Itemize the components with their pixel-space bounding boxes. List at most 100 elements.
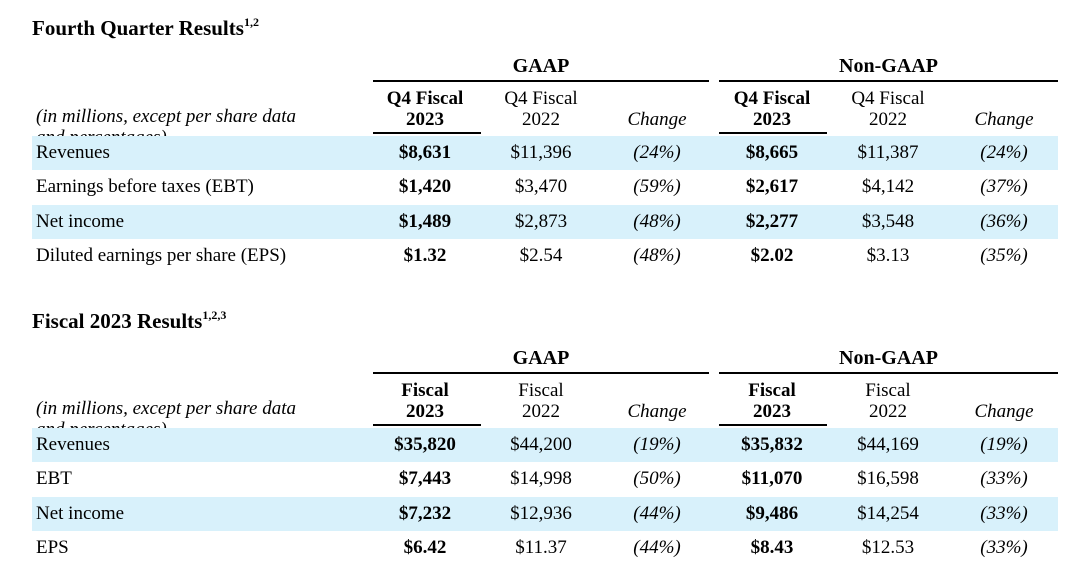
table-cell: $7,443 <box>398 468 452 489</box>
row-label: Revenues <box>36 142 110 163</box>
column-header-4-line-2: 2023 <box>753 401 791 422</box>
fy-section-title: Fiscal 2023 Results1,2,3 <box>32 309 226 333</box>
table-row <box>32 205 1058 239</box>
column-header-5-line-2: 2022 <box>869 109 907 130</box>
column-header-4-line-2: 2023 <box>753 109 791 130</box>
table-row <box>32 497 1058 531</box>
row-label: EBT <box>36 468 72 489</box>
non-gaap-group-rule <box>719 80 1058 82</box>
table-cell: $44,169 <box>857 434 919 455</box>
column-header-2-line-2: 2022 <box>522 401 560 422</box>
row-label: Diluted earnings per share (EPS) <box>36 245 287 266</box>
table-cell: (33%) <box>980 537 1028 558</box>
column-header-4: Q4 Fiscal 2023 <box>716 88 828 130</box>
table-cell: (50%) <box>633 468 681 489</box>
column-header-5: Q4 Fiscal 2022 <box>832 88 944 130</box>
column-header-4-line-1: Q4 Fiscal <box>733 88 811 109</box>
gaap-group-rule <box>373 372 709 374</box>
gaap-current-year-rule <box>373 132 481 134</box>
table-cell: $4,142 <box>861 176 915 197</box>
table-cell: (24%) <box>980 142 1028 163</box>
non-gaap-group-rule <box>719 372 1058 374</box>
table-cell: $12,936 <box>510 503 572 524</box>
row-label: Net income <box>36 503 125 524</box>
table-cell: (36%) <box>980 211 1028 232</box>
q4-results-table: GAAP Non-GAAP (in millions, except per sha… <box>32 55 1058 285</box>
fy-results-table: GAAP Non-GAAP (in millions, except per sha… <box>32 347 1058 577</box>
table-cell: $11.37 <box>515 537 567 558</box>
table-cell: $2.54 <box>519 245 563 266</box>
table-cell: $14,254 <box>857 503 919 524</box>
column-header-5-line-1: Fiscal <box>865 380 911 401</box>
column-header-1-line-2: 2023 <box>406 109 444 130</box>
table-cell: $11,396 <box>510 142 572 163</box>
table-cell: $1,489 <box>398 211 452 232</box>
table-cell: (37%) <box>980 176 1028 197</box>
table-cell: $7,232 <box>398 503 452 524</box>
table-cell: (33%) <box>980 503 1028 524</box>
column-header-1: Fiscal 2023 <box>369 380 481 422</box>
fy-title-footnote: 1,2,3 <box>202 308 227 322</box>
table-cell: $9,486 <box>745 503 799 524</box>
table-cell: $1.32 <box>403 245 447 266</box>
table-cell: (48%) <box>633 245 681 266</box>
table-cell: (24%) <box>633 142 681 163</box>
table-cell: $35,820 <box>394 434 456 455</box>
table-cell: $2.02 <box>750 245 794 266</box>
table-cell: $11,387 <box>857 142 919 163</box>
row-label: Net income <box>36 211 125 232</box>
table-cell: $2,873 <box>514 211 568 232</box>
table-cell: $11,070 <box>741 468 803 489</box>
table-cell: $44,200 <box>510 434 572 455</box>
column-header-1-line-1: Q4 Fiscal <box>386 88 464 109</box>
column-header-2-line-1: Fiscal <box>518 380 564 401</box>
units-note-line-1: (in millions, except per share data <box>36 106 296 127</box>
table-cell: $8.43 <box>750 537 794 558</box>
gaap-group-header: GAAP <box>512 55 570 77</box>
q4-title-footnote: 1,2 <box>243 15 259 29</box>
table-cell: $3,548 <box>861 211 915 232</box>
row-label: Earnings before taxes (EBT) <box>36 176 254 197</box>
non-gaap-group-header: Non-GAAP <box>839 55 938 77</box>
table-cell: (48%) <box>633 211 681 232</box>
non-gaap-current-year-rule <box>719 424 827 426</box>
table-cell: $3,470 <box>514 176 568 197</box>
column-header-4-line-1: Fiscal <box>748 380 796 401</box>
table-cell: $8,665 <box>745 142 799 163</box>
column-header-3: Change <box>627 401 687 422</box>
table-cell: (59%) <box>633 176 681 197</box>
non-gaap-group-header: Non-GAAP <box>839 347 938 369</box>
row-label: EPS <box>36 537 69 558</box>
column-header-2-line-2: 2022 <box>522 109 560 130</box>
table-cell: $1,420 <box>398 176 452 197</box>
column-header-1: Q4 Fiscal 2023 <box>369 88 481 130</box>
gaap-group-rule <box>373 80 709 82</box>
column-header-6: Change <box>974 109 1034 130</box>
column-header-5: Fiscal 2022 <box>832 380 944 422</box>
column-header-4: Fiscal 2023 <box>716 380 828 422</box>
table-cell: $12.53 <box>861 537 915 558</box>
table-cell: $2,617 <box>745 176 799 197</box>
table-cell: (44%) <box>633 537 681 558</box>
table-cell: $8,631 <box>398 142 452 163</box>
column-header-5-line-1: Q4 Fiscal <box>851 88 925 109</box>
fy-title-text: Fiscal 2023 Results <box>32 309 203 333</box>
table-cell: (19%) <box>633 434 681 455</box>
column-header-2: Q4 Fiscal 2022 <box>485 88 597 130</box>
column-header-2-line-1: Q4 Fiscal <box>504 88 578 109</box>
table-cell: $6.42 <box>403 537 447 558</box>
table-cell: (35%) <box>980 245 1028 266</box>
column-header-1-line-1: Fiscal <box>401 380 449 401</box>
column-header-6: Change <box>974 401 1034 422</box>
gaap-group-header: GAAP <box>512 347 570 369</box>
q4-section-title: Fourth Quarter Results1,2 <box>32 16 259 40</box>
table-row <box>32 136 1058 170</box>
q4-title-text: Fourth Quarter Results <box>32 16 244 40</box>
table-cell: $3.13 <box>866 245 910 266</box>
table-cell: (19%) <box>980 434 1028 455</box>
row-label: Revenues <box>36 434 110 455</box>
table-cell: (33%) <box>980 468 1028 489</box>
table-cell: $14,998 <box>510 468 572 489</box>
table-cell: $2,277 <box>745 211 799 232</box>
units-note-line-1: (in millions, except per share data <box>36 398 296 419</box>
